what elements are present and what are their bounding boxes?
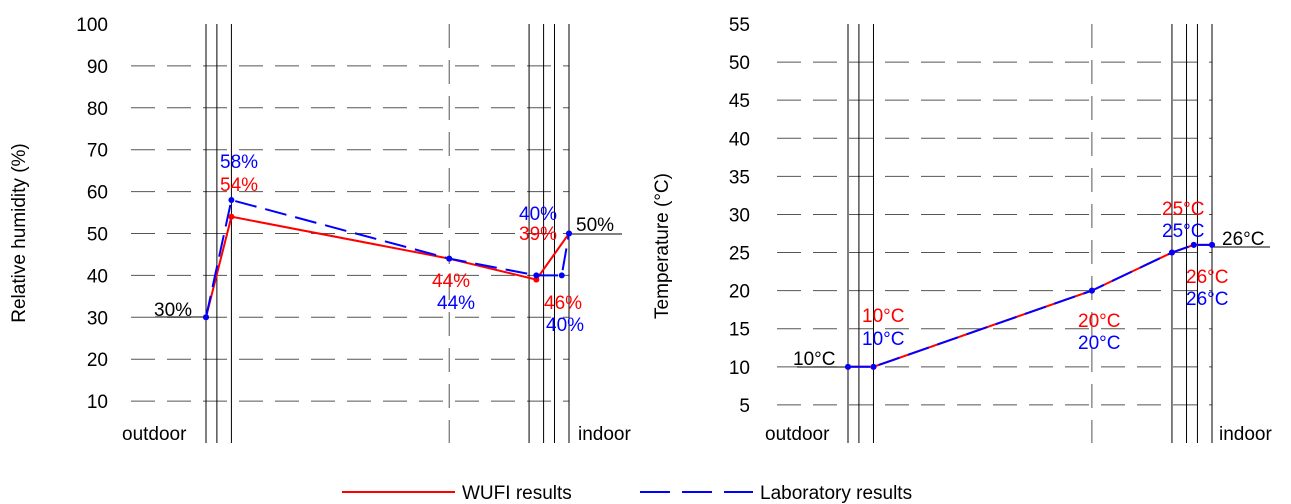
temperature-wufi-label-3: 25°C — [1162, 199, 1204, 220]
humidity-wufi-label-1: 54% — [220, 175, 258, 196]
humidity-outdoor-label: outdoor — [122, 424, 187, 445]
humidity-lab-label-1: 58% — [220, 152, 258, 173]
humidity-lab-label-2: 44% — [437, 293, 475, 314]
humidity-indoor-value: 50% — [576, 215, 614, 236]
temperature-lab-label-3: 25°C — [1162, 221, 1204, 242]
lab-data-point — [558, 272, 565, 279]
y-tick-label: 5 — [739, 396, 750, 417]
y-tick-label: 45 — [729, 91, 750, 112]
humidity-lab-label-3: 40% — [519, 204, 557, 225]
humidity-outdoor-value: 30% — [154, 300, 192, 321]
humidity-lab-label-4: 40% — [546, 315, 584, 336]
y-tick-label: 15 — [729, 320, 750, 341]
y-tick-label: 30 — [729, 205, 750, 226]
y-tick-label: 40 — [729, 129, 750, 150]
y-tick-label: 35 — [729, 167, 750, 188]
temperature-lab-label-2: 20°C — [1078, 333, 1120, 354]
temperature-lab-line — [848, 243, 1212, 368]
temperature-wufi-label-1: 10°C — [862, 306, 904, 327]
y-tick-label: 10 — [87, 392, 108, 413]
lab-data-point — [1088, 287, 1095, 294]
y-tick-label: 20 — [87, 350, 108, 371]
humidity-wufi-label-3: 39% — [519, 224, 557, 245]
temperature-y-tick-labels: 55 50 45 40 35 30 25 20 15 10 5 — [729, 15, 750, 417]
lab-data-point — [1190, 241, 1197, 248]
legend-wufi-label: WUFI results — [462, 483, 572, 504]
y-tick-label: 50 — [729, 53, 750, 74]
lab-data-point — [870, 363, 877, 370]
lab-data-point — [446, 255, 453, 262]
temperature-lab-label-4: 26°C — [1186, 289, 1228, 310]
y-tick-label: 90 — [87, 57, 108, 78]
humidity-wufi-line — [205, 215, 570, 318]
y-tick-label: 20 — [729, 282, 750, 303]
temperature-chart: 55 50 45 40 35 30 25 20 15 10 5 Temperature (°C) o… — [652, 15, 1272, 445]
temperature-indoor-label: indoor — [1219, 424, 1272, 445]
y-tick-label: 10 — [729, 358, 750, 379]
y-tick-label: 70 — [87, 141, 108, 162]
y-tick-label: 40 — [87, 266, 108, 287]
lab-data-point — [566, 230, 572, 237]
temperature-lab-label-1: 10°C — [862, 329, 904, 350]
humidity-grid — [131, 65, 569, 402]
wufi-data-point — [533, 276, 540, 283]
temperature-indoor-value: 26°C — [1222, 229, 1264, 250]
legend: WUFI results Laboratory results — [342, 483, 912, 504]
humidity-y-axis-label: Relative humidity (%) — [9, 143, 30, 323]
temperature-lab-points — [845, 241, 1215, 370]
humidity-wufi-points — [203, 213, 572, 321]
legend-lab-label: Laboratory results — [760, 483, 912, 504]
humidity-indoor-label: indoor — [578, 424, 631, 445]
y-tick-label: 100 — [76, 15, 108, 36]
lab-data-point — [845, 363, 851, 370]
y-tick-label: 80 — [87, 99, 108, 120]
temperature-outdoor-label: outdoor — [765, 424, 830, 445]
temperature-wufi-label-4: 26°C — [1186, 267, 1228, 288]
lab-data-point — [533, 272, 540, 279]
y-tick-label: 50 — [87, 225, 108, 246]
wufi-data-point — [228, 213, 235, 220]
lab-data-point — [203, 314, 209, 321]
humidity-layer-boundaries — [205, 24, 570, 443]
humidity-wufi-label-4: 46% — [544, 293, 582, 314]
temperature-y-axis-label: Temperature (°C) — [652, 173, 673, 319]
temperature-outdoor-value: 10°C — [793, 349, 835, 370]
y-tick-label: 60 — [87, 183, 108, 204]
temperature-layer-boundaries — [847, 24, 1213, 443]
humidity-lab-line — [205, 198, 570, 318]
humidity-chart: 100 90 80 70 60 50 40 30 20 10 Relative humidity … — [9, 15, 631, 445]
lab-data-point — [1168, 249, 1175, 256]
humidity-y-tick-labels: 100 90 80 70 60 50 40 30 20 10 — [76, 15, 108, 413]
y-tick-label: 30 — [87, 308, 108, 329]
lab-data-point — [1209, 241, 1215, 248]
y-tick-label: 55 — [729, 15, 750, 36]
temperature-grid — [777, 61, 1212, 406]
y-tick-label: 25 — [729, 244, 750, 265]
humidity-wufi-label-2: 44% — [432, 271, 470, 292]
lab-data-point — [228, 196, 235, 203]
temperature-wufi-label-2: 20°C — [1078, 311, 1120, 332]
humidity-lab-points — [203, 196, 572, 321]
